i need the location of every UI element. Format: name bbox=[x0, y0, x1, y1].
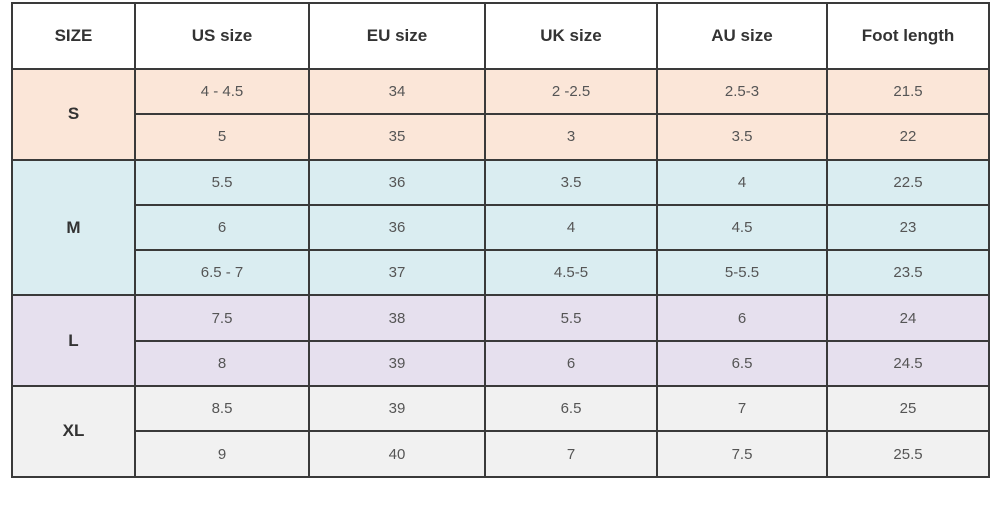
cell: 37 bbox=[308, 249, 486, 297]
cell: 39 bbox=[308, 339, 486, 388]
cell: 6.5 bbox=[656, 339, 828, 388]
cell: 22 bbox=[826, 113, 990, 161]
header-cell: EU size bbox=[308, 2, 486, 70]
cell: 2 -2.5 bbox=[484, 67, 658, 116]
cell: 39 bbox=[308, 385, 486, 433]
cell: 36 bbox=[308, 158, 486, 206]
cell: 9 bbox=[134, 430, 310, 478]
cell: 24.5 bbox=[826, 339, 990, 388]
cell: 23 bbox=[826, 203, 990, 252]
cell: 35 bbox=[308, 113, 486, 161]
row: 8 39 6 6.5 24.5 bbox=[12, 339, 990, 388]
row: L 7.5 38 5.5 6 24 bbox=[11, 294, 990, 388]
cell: 24 bbox=[826, 294, 990, 342]
cell: 5.5 bbox=[484, 294, 658, 342]
header-cell: AU size bbox=[656, 2, 828, 70]
row: M 5.5 36 3.5 4 22.5 bbox=[11, 158, 990, 297]
cell: 5-5.5 bbox=[656, 249, 828, 297]
cell: 40 bbox=[308, 430, 486, 478]
cell: 3 bbox=[484, 113, 658, 161]
cell: 34 bbox=[308, 67, 486, 116]
cell: 21.5 bbox=[826, 67, 990, 116]
cell: 7.5 bbox=[134, 294, 310, 342]
cell: 6.5 bbox=[484, 385, 658, 433]
cell: 3.5 bbox=[656, 113, 828, 161]
cell: 36 bbox=[308, 203, 486, 252]
cell: 4 bbox=[656, 158, 828, 206]
row: 5 35 3 3.5 22 bbox=[12, 113, 990, 161]
cell: 25 bbox=[826, 385, 990, 433]
cell: 3.5 bbox=[484, 158, 658, 206]
header-cell: SIZE bbox=[11, 2, 136, 70]
cell: 6 bbox=[484, 339, 658, 388]
cell: 7 bbox=[656, 385, 828, 433]
row: 6.5 - 7 37 4.5-5 5-5.5 23.5 bbox=[12, 249, 990, 297]
cell: 4 - 4.5 bbox=[134, 67, 310, 116]
row: XL 8.5 39 6.5 7 25 bbox=[11, 385, 990, 478]
cell: 8 bbox=[134, 339, 310, 388]
size-cell: L bbox=[11, 294, 136, 388]
cell: 6.5 - 7 bbox=[134, 249, 310, 297]
size-cell: M bbox=[11, 158, 136, 297]
cell: 22.5 bbox=[826, 158, 990, 206]
cell: 4 bbox=[484, 203, 658, 252]
cell: 6 bbox=[134, 203, 310, 252]
cell: 6 bbox=[656, 294, 828, 342]
cell: 2.5-3 bbox=[656, 67, 828, 116]
header-row: SIZE US size EU size UK size AU size Foot len… bbox=[11, 2, 990, 70]
header: SIZE US size EU size UK size AU size Foot len… bbox=[11, 2, 990, 70]
cell: 23.5 bbox=[826, 249, 990, 297]
cell: 25.5 bbox=[826, 430, 990, 478]
row: 6 36 4 4.5 23 bbox=[12, 203, 990, 252]
header-cell: Foot length bbox=[826, 2, 990, 70]
cell: 8.5 bbox=[134, 385, 310, 433]
cell: 5.5 bbox=[134, 158, 310, 206]
cell: 38 bbox=[308, 294, 486, 342]
header-cell: UK size bbox=[484, 2, 658, 70]
cell: 7.5 bbox=[656, 430, 828, 478]
cell: 5 bbox=[134, 113, 310, 161]
cell: 7 bbox=[484, 430, 658, 478]
cell: 4.5 bbox=[656, 203, 828, 252]
cell: 4.5-5 bbox=[484, 249, 658, 297]
size-cell: S bbox=[11, 68, 136, 161]
row: 9 40 7 7.5 25.5 bbox=[12, 430, 990, 478]
size-cell: XL bbox=[11, 385, 136, 478]
size-chart: SIZE US size EU size UK size AU size Foot len… bbox=[11, 2, 990, 478]
header-cell: US size bbox=[134, 2, 310, 70]
